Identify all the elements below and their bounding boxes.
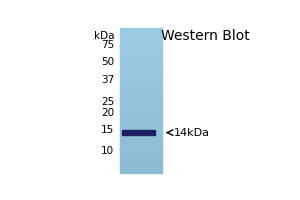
Bar [120,156,162,159]
Bar [120,115,162,118]
Bar [120,43,162,46]
Bar [120,163,162,166]
Bar [120,40,162,43]
Bar [120,81,162,84]
Text: kDa: kDa [94,31,114,41]
Text: 20: 20 [101,108,114,118]
Bar [120,166,162,169]
Bar [120,108,162,111]
Text: 25: 25 [101,97,114,107]
Bar [120,110,162,113]
Bar [120,118,162,120]
Bar [120,168,162,171]
Bar [120,84,162,87]
Bar [120,159,162,161]
Bar [120,154,162,156]
Text: 14kDa: 14kDa [173,128,209,138]
Bar [120,142,162,144]
Bar [120,31,162,33]
Text: 37: 37 [101,75,114,85]
Bar [120,50,162,53]
Bar [120,72,162,74]
Bar [120,57,162,60]
Bar [120,103,162,106]
Bar [120,98,162,101]
Bar [120,38,162,41]
Bar [120,33,162,36]
Bar [120,52,162,55]
Bar [120,65,162,67]
Text: 15: 15 [101,125,114,135]
Bar [120,125,162,128]
Bar [120,161,162,164]
Bar [120,79,162,82]
Bar [120,139,162,142]
Bar [120,151,162,154]
Bar [120,101,162,103]
Bar [120,93,162,96]
Bar [120,132,162,135]
Bar [120,149,162,152]
Bar [120,122,162,125]
Bar [120,144,162,147]
Bar [120,127,162,130]
Bar [120,60,162,62]
Bar [120,130,162,132]
Bar [120,67,162,70]
Bar [120,147,162,149]
Bar [120,96,162,99]
Text: 10: 10 [101,146,114,156]
Bar [122,130,155,135]
Bar [120,77,162,79]
Text: 75: 75 [101,40,114,50]
Bar [120,89,162,91]
Bar [120,62,162,65]
Bar [120,134,162,137]
Bar [120,55,162,58]
Bar [120,171,162,173]
Bar [120,113,162,115]
Bar [120,91,162,94]
Bar [120,106,162,108]
Text: 50: 50 [101,57,114,67]
Text: Western Blot: Western Blot [160,29,249,43]
Bar [120,137,162,140]
Bar [120,45,162,48]
Bar [120,28,162,31]
Bar [120,69,162,72]
Bar [120,86,162,89]
Bar [120,48,162,50]
Bar [120,74,162,77]
Bar [120,120,162,123]
Bar [120,36,162,38]
